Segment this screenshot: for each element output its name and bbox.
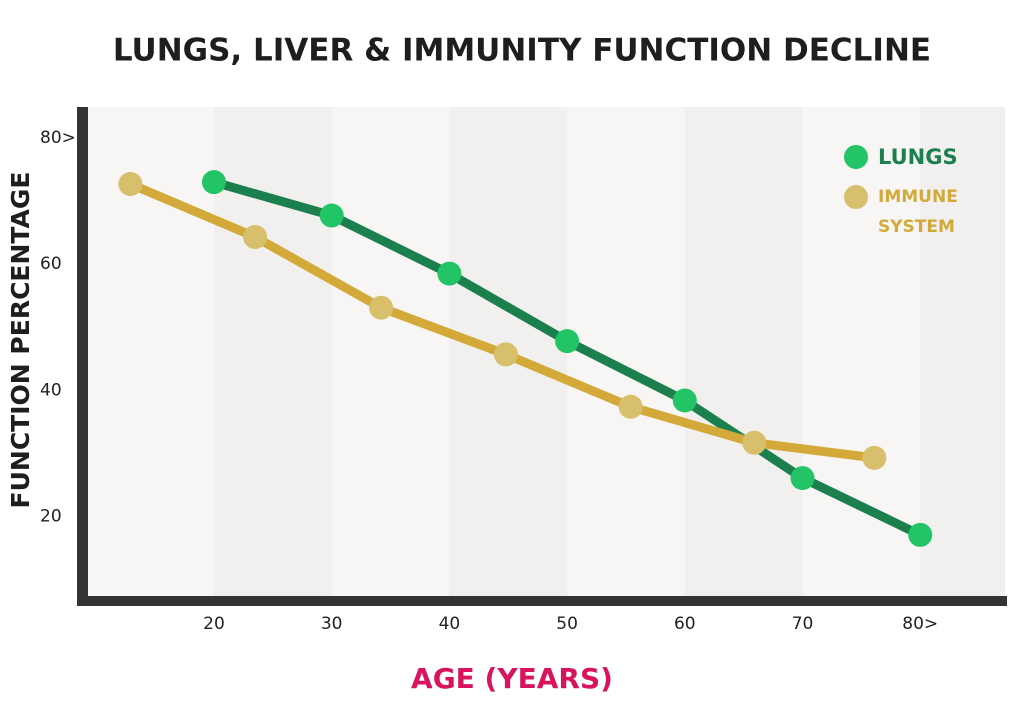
x-axis-label: AGE (YEARS) [411,662,613,695]
legend: LUNGS IMMUNE SYSTEM [844,142,984,252]
x-tick-label: 20 [203,614,225,634]
y-axis-label: FUNCTION PERCENTAGE [6,172,35,509]
legend-label: IMMUNE SYSTEM [878,187,958,237]
band [684,107,803,598]
x-tick-label: 60 [674,614,696,634]
legend-marker [844,185,868,209]
x-tick-label: 30 [321,614,343,634]
marker [555,329,580,354]
chart-title: LUNGS, LIVER & IMMUNITY FUNCTION DECLINE [113,33,931,69]
y-tick-label: 60 [40,254,62,274]
legend-marker [844,145,868,169]
marker [742,430,767,455]
band [920,107,1005,598]
marker [319,203,344,228]
legend-item: LUNGS [844,142,984,172]
marker [862,445,887,470]
marker [201,170,226,195]
y-tick-label: 20 [40,507,62,527]
x-axis [77,596,1007,606]
marker [618,394,643,419]
x-tick-label: 40 [439,614,461,634]
marker [118,171,143,196]
y-tick-label: 80> [40,128,76,148]
marker [243,225,268,250]
x-tick-label: 70 [792,614,814,634]
band [213,107,332,598]
y-tick-label: 40 [40,380,62,400]
marker [437,261,462,286]
legend-item: IMMUNE SYSTEM [844,182,984,242]
legend-label: LUNGS [878,145,958,169]
marker [908,522,933,547]
marker [369,295,394,320]
x-tick-label: 80> [902,614,938,634]
marker [493,342,518,367]
marker [790,466,815,491]
marker [672,388,697,413]
y-axis [77,107,88,606]
x-tick-label: 50 [556,614,578,634]
